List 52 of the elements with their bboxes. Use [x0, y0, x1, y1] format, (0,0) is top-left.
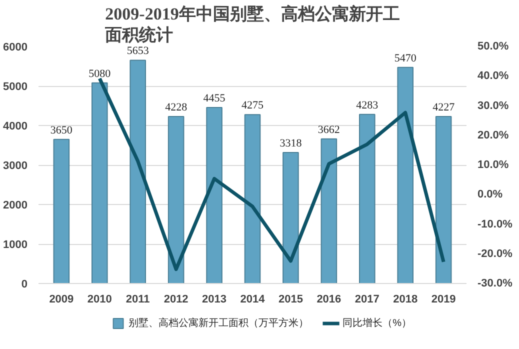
bar — [320, 138, 338, 284]
y-tick-label: 6000 — [3, 42, 28, 54]
data-label: 5653 — [126, 45, 150, 58]
data-label: 4275 — [242, 100, 264, 112]
y-tick-label: 5000 — [3, 81, 28, 93]
data-label: 5080 — [88, 68, 112, 80]
data-label: 4455 — [203, 92, 226, 105]
bar — [397, 66, 414, 284]
x-tick-label: 2010 — [87, 294, 112, 306]
y-tick-label: 1000 — [3, 239, 28, 251]
x-tick-label: 2012 — [164, 294, 188, 306]
y2-tick-label: 20.0% — [478, 129, 509, 142]
y2-tick-label: 10.0% — [478, 159, 509, 171]
data-label: 4227 — [432, 102, 456, 114]
bar — [53, 138, 70, 284]
legend-label: 同比增长（%） — [342, 317, 412, 329]
x-tick-label: 2016 — [316, 294, 342, 306]
bar — [435, 116, 452, 284]
data-label: 3650 — [50, 124, 73, 136]
x-tick-label: 2017 — [354, 294, 380, 306]
x-tick-label: 2019 — [431, 294, 456, 306]
y-tick-label: 4000 — [3, 120, 28, 132]
data-label: 5470 — [394, 52, 417, 64]
x-tick-label: 2015 — [278, 294, 303, 306]
y2-tick-label: 50.0% — [478, 40, 509, 52]
x-tick-label: 2014 — [240, 294, 266, 306]
y2-tick-label: -10.0% — [478, 218, 513, 230]
y-tick-label: 3000 — [3, 160, 28, 172]
bar — [282, 152, 299, 284]
y2-tick-label: -20.0% — [478, 248, 513, 260]
bar — [244, 114, 261, 284]
x-tick-label: 2011 — [126, 294, 150, 306]
y2-tick-label: -30.0% — [478, 278, 513, 290]
y-tick-label: 2000 — [3, 200, 28, 212]
chart-title: 2009-2019年中国别墅、高档公寓新开工面积统计 — [104, 4, 400, 44]
bar — [359, 114, 376, 284]
x-tick-label: 2018 — [393, 294, 418, 306]
bar — [130, 60, 146, 284]
legend-label: 别墅、高档公寓新开工面积（万平方米） — [128, 317, 308, 329]
bar — [206, 107, 222, 284]
y2-tick-label: 30.0% — [478, 100, 509, 112]
x-tick-label: 2013 — [202, 294, 227, 306]
data-label: 4228 — [165, 101, 188, 114]
y-tick-label: 0 — [21, 278, 28, 290]
data-label: 3662 — [318, 124, 340, 136]
data-label: 4283 — [356, 99, 379, 112]
y2-tick-label: 40.0% — [478, 70, 509, 82]
y2-tick-label: 0.0% — [478, 188, 503, 201]
data-label: 3318 — [280, 137, 302, 150]
bar — [168, 116, 184, 284]
x-tick-label: 2009 — [49, 294, 74, 306]
bar — [92, 82, 108, 284]
